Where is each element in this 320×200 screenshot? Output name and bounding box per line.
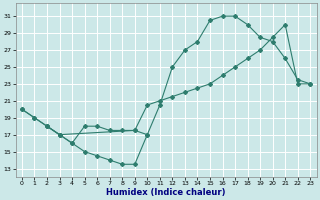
X-axis label: Humidex (Indice chaleur): Humidex (Indice chaleur): [106, 188, 226, 197]
